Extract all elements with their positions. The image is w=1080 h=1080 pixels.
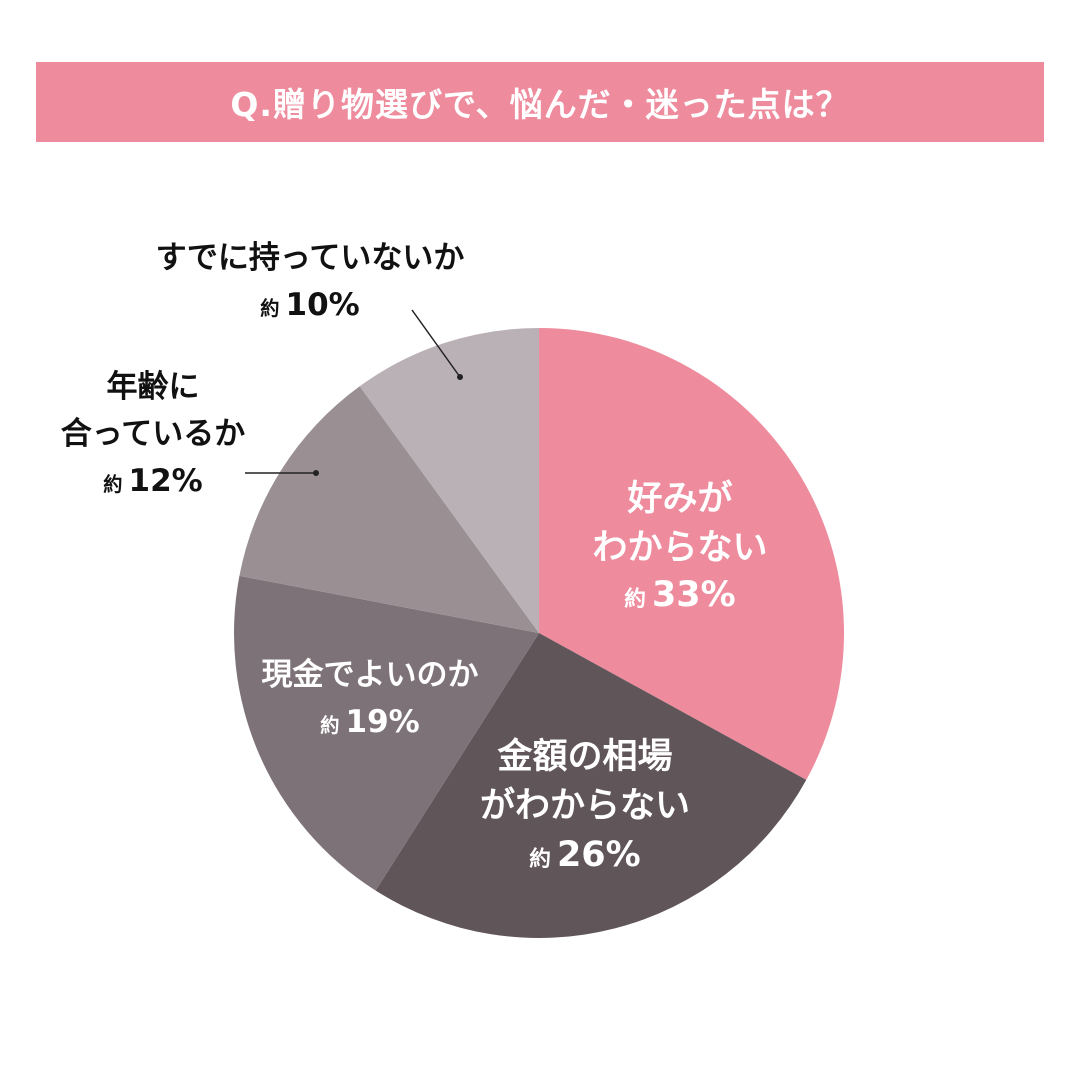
label-line: 金額の相場 xyxy=(497,737,673,777)
label-line: がわからない xyxy=(479,786,690,826)
label-percent: 約 19% xyxy=(320,704,420,740)
slice-label-preference: 好みが わからない 約 33% xyxy=(570,482,790,613)
label-line: 合っているか xyxy=(60,416,246,452)
question-title: Q.贈り物選びで、悩んだ・迷った点は？ xyxy=(230,85,850,124)
label-percent: 約 26% xyxy=(529,835,641,875)
label-line: すでに持っていないか xyxy=(155,240,465,276)
label-line: 現金でよいのか xyxy=(261,657,479,693)
question-title-bar: Q.贈り物選びで、悩んだ・迷った点は？ xyxy=(36,62,1044,142)
slice-label-already-owned: すでに持っていないか 約 10% xyxy=(130,243,490,321)
slice-label-age: 年齢に 合っているか 約 12% xyxy=(48,372,258,497)
label-percent: 約 10% xyxy=(260,287,360,323)
pie-slice xyxy=(375,633,807,938)
slice-label-price-range: 金額の相場 がわからない 約 26% xyxy=(470,740,700,873)
leader-line-12pct xyxy=(245,470,319,476)
label-percent: 約 12% xyxy=(103,463,203,499)
pie-slice xyxy=(234,575,539,891)
pie-slice xyxy=(359,328,539,633)
slice-label-cash: 現金でよいのか 約 19% xyxy=(240,660,500,738)
pie-slices xyxy=(234,328,844,938)
pie-slice xyxy=(239,386,539,633)
label-line: 好みが xyxy=(627,479,733,519)
leader-line-10pct xyxy=(411,309,463,380)
label-line: 年齢に xyxy=(106,369,200,405)
label-line: わからない xyxy=(592,528,768,568)
label-percent: 約 33% xyxy=(624,575,736,615)
pie-slice xyxy=(539,328,844,780)
